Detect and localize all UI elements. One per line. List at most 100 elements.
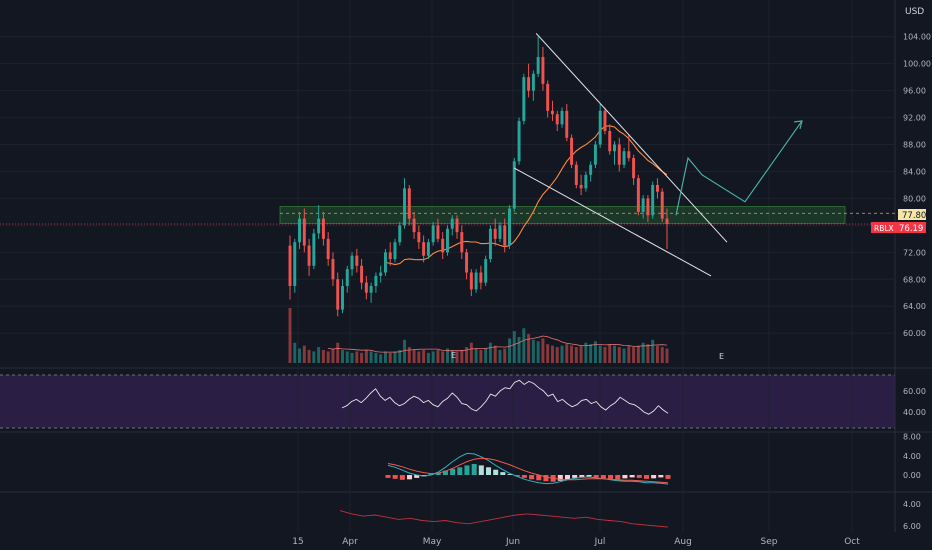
currency-label[interactable]: USD <box>905 7 924 17</box>
candle <box>512 158 516 212</box>
candle-body <box>364 282 368 293</box>
candle-body <box>517 120 521 162</box>
candle <box>479 265 483 290</box>
macd-histogram-bar <box>486 467 492 475</box>
candle-body <box>479 272 483 283</box>
candle <box>364 275 368 300</box>
volume-bar <box>598 345 602 363</box>
volume-bar <box>307 349 311 363</box>
candle-body <box>450 218 454 229</box>
macd-histogram-bar <box>514 475 520 477</box>
volume-bar <box>570 345 574 363</box>
candle <box>403 178 407 229</box>
candle-body <box>655 184 659 192</box>
candle-body <box>446 228 449 253</box>
candle-body <box>393 242 397 260</box>
bottom-indicator-panel[interactable]: 4.00 6.00 <box>339 500 921 531</box>
macd-histogram-bar <box>572 475 578 478</box>
candle <box>293 238 297 293</box>
drawing-tools[interactable] <box>514 33 803 277</box>
candle <box>546 80 550 118</box>
bottom-indicator-line <box>339 510 669 528</box>
candle <box>431 222 435 246</box>
macd-histogram-bar <box>564 475 570 480</box>
volume-bar <box>541 338 545 363</box>
candle <box>574 161 578 189</box>
macd-histogram-bar <box>586 475 592 477</box>
candle <box>508 205 511 249</box>
volume-bar <box>460 349 464 363</box>
candle-body <box>627 151 631 158</box>
volume-bar <box>403 339 407 363</box>
volume-bar <box>589 344 593 363</box>
candle <box>336 272 340 317</box>
candle-body <box>579 184 583 189</box>
volume-bar <box>317 347 321 363</box>
price-tick-label: 84.00 <box>903 167 926 176</box>
macd-histogram-bar <box>435 472 441 475</box>
candle <box>417 225 421 249</box>
macd-histogram-bar <box>658 475 664 478</box>
earnings-marker[interactable]: E <box>719 352 724 361</box>
candle-body <box>613 144 616 152</box>
macd-panel[interactable]: 8.00 4.00 0.00 <box>385 433 921 485</box>
candle-body <box>302 218 306 246</box>
bottom-tick-label: 4.00 <box>903 500 921 509</box>
rsi-panel[interactable]: 60.00 40.00 <box>341 379 926 417</box>
candle-body <box>465 252 469 273</box>
candle-body <box>512 161 516 209</box>
macd-histogram-bar <box>629 475 635 478</box>
macd-tick-label: 4.00 <box>903 452 921 461</box>
candle <box>460 225 464 260</box>
candle-body <box>312 233 316 266</box>
volume-bar <box>517 336 521 363</box>
rsi-tick-label: 60.00 <box>903 387 926 396</box>
candle-body <box>574 164 578 185</box>
x-axis-label: 15 <box>292 537 303 547</box>
x-axis-label: May <box>423 537 442 547</box>
candle-body <box>632 158 636 179</box>
candle <box>436 218 440 243</box>
macd-histogram-bar <box>557 475 563 481</box>
volume-bar <box>465 347 469 363</box>
candle <box>441 232 445 260</box>
candle-body <box>636 178 640 212</box>
volume-bar <box>613 345 616 363</box>
earnings-marker-vol[interactable]: E <box>451 351 456 360</box>
candle-body <box>570 137 574 165</box>
candle <box>302 208 306 253</box>
last-price-tag[interactable]: RBLX 76.19 <box>871 222 926 234</box>
volume-bar <box>488 342 492 363</box>
candle <box>455 215 459 239</box>
last-price-text: 76.19 <box>899 224 923 234</box>
candle-body <box>441 238 445 253</box>
level-price-tag[interactable]: 77.80 <box>898 209 926 221</box>
candle-body <box>288 245 292 286</box>
candle <box>374 272 378 293</box>
candle-body <box>508 208 511 246</box>
candle <box>379 265 383 283</box>
candle <box>398 222 402 246</box>
price-axis[interactable]: 15 Apr May Jun Jul Aug Sep Oct 104.00 100.00 96.00… <box>292 33 931 547</box>
candle-body <box>660 191 664 219</box>
volume-bar <box>479 349 483 363</box>
candle-body <box>331 259 335 280</box>
candle-body <box>531 73 535 91</box>
candlesticks[interactable] <box>288 36 669 317</box>
volume-bar <box>527 334 531 363</box>
macd-tick-label: 8.00 <box>903 433 921 442</box>
price-tick-label: 72.00 <box>903 248 926 257</box>
price-tick-label: 104.00 <box>903 33 931 42</box>
moving-average <box>385 125 668 266</box>
volume-bar <box>379 354 383 363</box>
macd-histogram-bar <box>414 475 420 478</box>
candle-body <box>422 242 426 256</box>
volume-bar <box>522 328 526 363</box>
level-price-text: 77.80 <box>902 211 926 221</box>
candle <box>660 188 664 222</box>
support-zone[interactable] <box>0 206 895 225</box>
candle-body <box>293 242 297 286</box>
candle-body <box>369 286 373 293</box>
